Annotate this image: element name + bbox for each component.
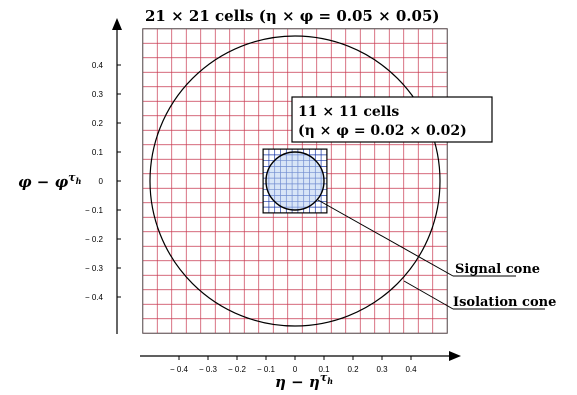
x-tick-label: 0	[293, 365, 298, 374]
inner-grid-border	[262, 148, 328, 214]
y-tick-label: − 0.4	[85, 293, 104, 302]
x-tick-label: 0.4	[405, 365, 417, 374]
isolation-cone-circle	[149, 35, 441, 327]
y-tick-label: − 0.3	[85, 264, 104, 273]
y-tick-label: 0.3	[92, 90, 104, 99]
x-tick-label: − 0.2	[228, 365, 247, 374]
y-tick-label: − 0.2	[85, 235, 104, 244]
x-axis-label: η − ητh	[275, 371, 333, 391]
x-tick-label: − 0.1	[257, 365, 276, 374]
annotation-line-2: (η × φ = 0.02 × 0.02)	[298, 123, 467, 139]
y-tick-label: 0.4	[92, 61, 104, 70]
y-tick-label: − 0.1	[85, 206, 104, 215]
signal-cone-leader	[317, 199, 454, 277]
signal-cone-label: Signal cone	[455, 262, 540, 277]
x-tick-label: 0.2	[347, 365, 359, 374]
y-axis-arrowhead	[112, 18, 122, 30]
signal-cone-circle	[265, 151, 325, 211]
annotation-line-1: 11 × 11 cells	[298, 104, 399, 120]
title: 21 × 21 cells (η × φ = 0.05 × 0.05)	[145, 7, 440, 25]
y-axis-label: φ − φτh	[18, 171, 82, 191]
x-ticks: − 0.4 − 0.3 − 0.2 − 0.1 0 0.1 0.2 0.3 0.4	[170, 356, 417, 374]
x-tick-label: 0.1	[318, 365, 330, 374]
annotation-box	[291, 96, 493, 143]
outer-grid	[142, 28, 448, 334]
x-tick-label: − 0.3	[199, 365, 218, 374]
y-ticks: 0.4 0.3 0.2 0.1 0 − 0.1 − 0.2 − 0.3 − 0.4	[85, 61, 121, 302]
x-tick-label: − 0.4	[170, 365, 189, 374]
y-tick-label: 0.2	[92, 119, 104, 128]
y-tick-label: 0	[99, 177, 104, 186]
isolation-cone-label: Isolation cone	[453, 295, 556, 310]
x-tick-label: 0.3	[376, 365, 388, 374]
isolation-cone-leader	[403, 280, 454, 310]
outer-grid-border	[142, 28, 448, 334]
y-tick-label: 0.1	[92, 148, 104, 157]
x-axis-arrowhead	[449, 351, 461, 361]
inner-grid-annotation: 11 × 11 cells (η × φ = 0.02 × 0.02)	[291, 96, 493, 143]
